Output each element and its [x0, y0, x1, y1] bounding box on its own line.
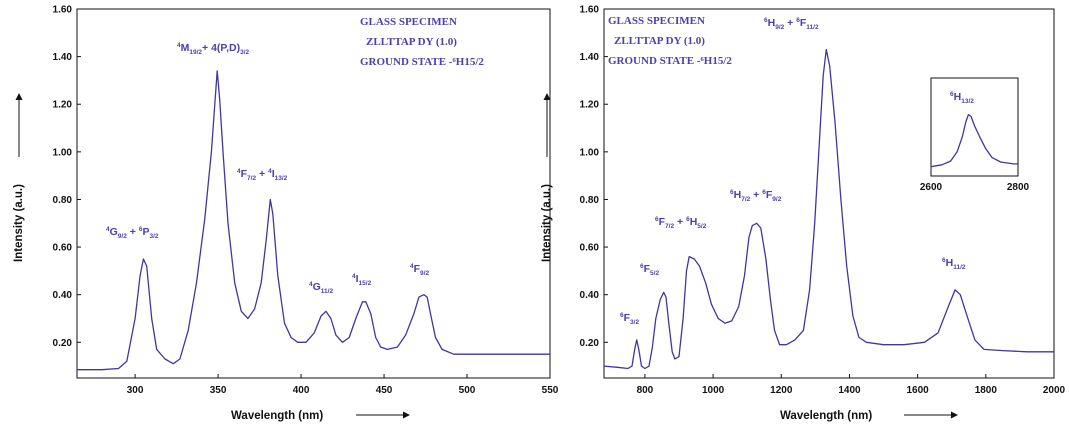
- right-plot-frame: [603, 8, 1055, 379]
- right-y-axis-title: Intensity (a.u.): [541, 184, 553, 262]
- right-x-tick-label: 2000: [1043, 385, 1066, 396]
- peak-label-4I15: 4I15/2: [352, 273, 372, 287]
- right-x-arrow: [904, 411, 958, 419]
- peak-label-4F9: 4F9/2: [410, 263, 429, 277]
- left-annotation-line-1: GLASS SPECIMEN: [360, 16, 457, 28]
- left-annotation-line-2: ZLLTTAP DY (1.0): [366, 36, 457, 48]
- left-y-tick-label: 1.40: [53, 52, 73, 63]
- right-x-tick-label: 800: [637, 385, 654, 396]
- right-y-tick-label: 1.60: [580, 5, 600, 16]
- peak-label-6F3: 6F3/2: [620, 312, 639, 326]
- right-x-ticks: 800 1000 1200 1400 1600 1800 2000: [637, 374, 1066, 396]
- left-x-arrow: [356, 411, 410, 419]
- left-x-ticks: 300 350 400 450 500 550: [127, 374, 559, 396]
- right-specimen-annotation: GLASS SPECIMEN ZLLTTAP DY (1.0) GROUND S…: [608, 15, 732, 67]
- right-y-tick-label: 0.20: [580, 338, 600, 349]
- right-x-tick-label: 1800: [975, 385, 998, 396]
- peak-label-6F7-6H5: 6F7/2 + 6H5/2: [655, 216, 707, 230]
- left-y-axis-title: Intensity (a.u.): [13, 184, 25, 262]
- right-y-tick-label: 1.20: [580, 100, 600, 111]
- right-x-tick-label: 1000: [702, 385, 725, 396]
- right-x-axis-title: Wavelength (nm): [780, 410, 872, 422]
- left-x-tick-label: 500: [459, 385, 476, 396]
- right-chart: 0.20 0.40 0.60 0.80 1.00 1.20 1.40 1.60 800 1000…: [541, 5, 1066, 423]
- left-x-tick-label: 450: [376, 385, 393, 396]
- peak-label-6H7-6F9: 6H7/2 + 6F9/2: [730, 189, 782, 203]
- left-x-tick-label: 300: [127, 385, 144, 396]
- peak-label-6H13: 6H13/2: [950, 91, 974, 105]
- left-y-tick-label: 0.80: [53, 195, 73, 206]
- left-annotation-line-3: GROUND STATE -⁶H15/2: [360, 56, 484, 68]
- peak-label-4G11: 4G11/2: [309, 281, 333, 295]
- left-y-ticks: 0.20 0.40 0.60 0.80 1.00 1.20 1.40 1.60: [53, 5, 81, 349]
- right-spectrum-line: [603, 48, 1054, 370]
- peak-label-4M19: 4M19/2+ 4(P,D)3/2: [177, 42, 249, 56]
- left-y-arrow: [15, 93, 23, 157]
- peak-label-6F5: 6F5/2: [640, 263, 659, 277]
- left-y-tick-label: 0.20: [53, 338, 73, 349]
- left-y-tick-label: 1.20: [53, 100, 73, 111]
- left-chart: 0.20 0.40 0.60 0.80 1.00 1.20 1.40 1.60 300 350 4…: [13, 5, 559, 423]
- left-x-tick-label: 400: [293, 385, 310, 396]
- left-spectrum-line: [77, 70, 550, 371]
- peak-label-4G9-6P3: 4G9/2 + 6P3/2: [106, 226, 159, 240]
- left-y-tick-label: 0.40: [53, 290, 73, 301]
- left-x-tick-label: 350: [210, 385, 227, 396]
- inset-x-tick-label: 2800: [1007, 182, 1030, 193]
- right-x-tick-label: 1400: [838, 385, 861, 396]
- peak-label-4F7-4I13: 4F7/2 + 4I13/2: [237, 168, 288, 182]
- right-y-tick-label: 1.40: [580, 52, 600, 63]
- right-y-tick-label: 0.80: [580, 195, 600, 206]
- peak-label-6H9-6F11: 6H9/2 + 6F11/2: [764, 17, 819, 31]
- inset-x-ticks: 2600 2800: [920, 182, 1030, 193]
- left-plot-frame: [76, 8, 551, 379]
- right-annotation-line-3: GROUND STATE -⁶H15/2: [608, 55, 732, 67]
- right-x-tick-label: 1600: [907, 385, 930, 396]
- left-y-tick-label: 1.00: [53, 147, 73, 158]
- left-x-tick-label: 550: [542, 385, 559, 396]
- left-peak-labels: 4G9/2 + 6P3/2 4M19/2+ 4(P,D)3/2 4F7/2 + …: [106, 42, 429, 295]
- right-peak-labels: 6F3/2 6F5/2 6F7/2 + 6H5/2 6H7/2 + 6F9/2 …: [620, 17, 966, 326]
- left-specimen-annotation: GLASS SPECIMEN ZLLTTAP DY (1.0) GROUND S…: [360, 16, 484, 68]
- left-y-tick-label: 0.60: [53, 243, 73, 254]
- left-y-tick-label: 1.60: [53, 5, 73, 16]
- right-annotation-line-1: GLASS SPECIMEN: [608, 15, 705, 27]
- right-annotation-line-2: ZLLTTAP DY (1.0): [614, 35, 705, 47]
- left-x-axis-title: Wavelength (nm): [231, 410, 323, 422]
- right-x-tick-label: 1200: [770, 385, 793, 396]
- right-y-tick-label: 0.60: [580, 243, 600, 254]
- right-y-tick-label: 1.00: [580, 147, 600, 158]
- right-y-ticks: 0.20 0.40 0.60 0.80 1.00 1.20 1.40 1.60: [580, 5, 608, 349]
- right-y-arrow: [543, 93, 551, 157]
- inset-spectrum-line: [930, 113, 1018, 168]
- inset-chart: 2600 2800 6H13/2: [920, 77, 1030, 193]
- inset-x-tick-label: 2600: [920, 182, 943, 193]
- right-y-tick-label: 0.40: [580, 290, 600, 301]
- peak-label-6H11: 6H11/2: [942, 257, 966, 271]
